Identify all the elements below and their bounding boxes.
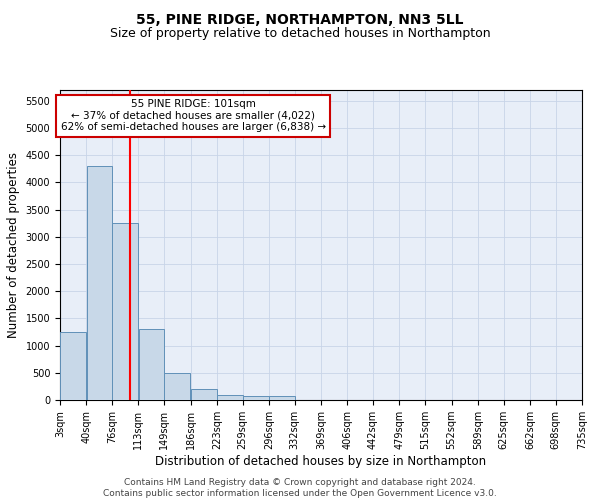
Y-axis label: Number of detached properties: Number of detached properties — [7, 152, 20, 338]
Bar — [112, 223, 138, 400]
Bar — [139, 330, 164, 400]
Bar — [269, 396, 295, 400]
Bar — [243, 396, 269, 400]
Text: Size of property relative to detached houses in Northampton: Size of property relative to detached ho… — [110, 28, 490, 40]
Bar — [87, 166, 112, 400]
Text: 55, PINE RIDGE, NORTHAMPTON, NN3 5LL: 55, PINE RIDGE, NORTHAMPTON, NN3 5LL — [136, 12, 464, 26]
Text: Contains HM Land Registry data © Crown copyright and database right 2024.
Contai: Contains HM Land Registry data © Crown c… — [103, 478, 497, 498]
Bar — [61, 332, 86, 400]
Bar — [217, 394, 243, 400]
Bar — [191, 389, 217, 400]
Bar — [164, 373, 190, 400]
Text: 55 PINE RIDGE: 101sqm
← 37% of detached houses are smaller (4,022)
62% of semi-d: 55 PINE RIDGE: 101sqm ← 37% of detached … — [61, 100, 326, 132]
X-axis label: Distribution of detached houses by size in Northampton: Distribution of detached houses by size … — [155, 455, 487, 468]
